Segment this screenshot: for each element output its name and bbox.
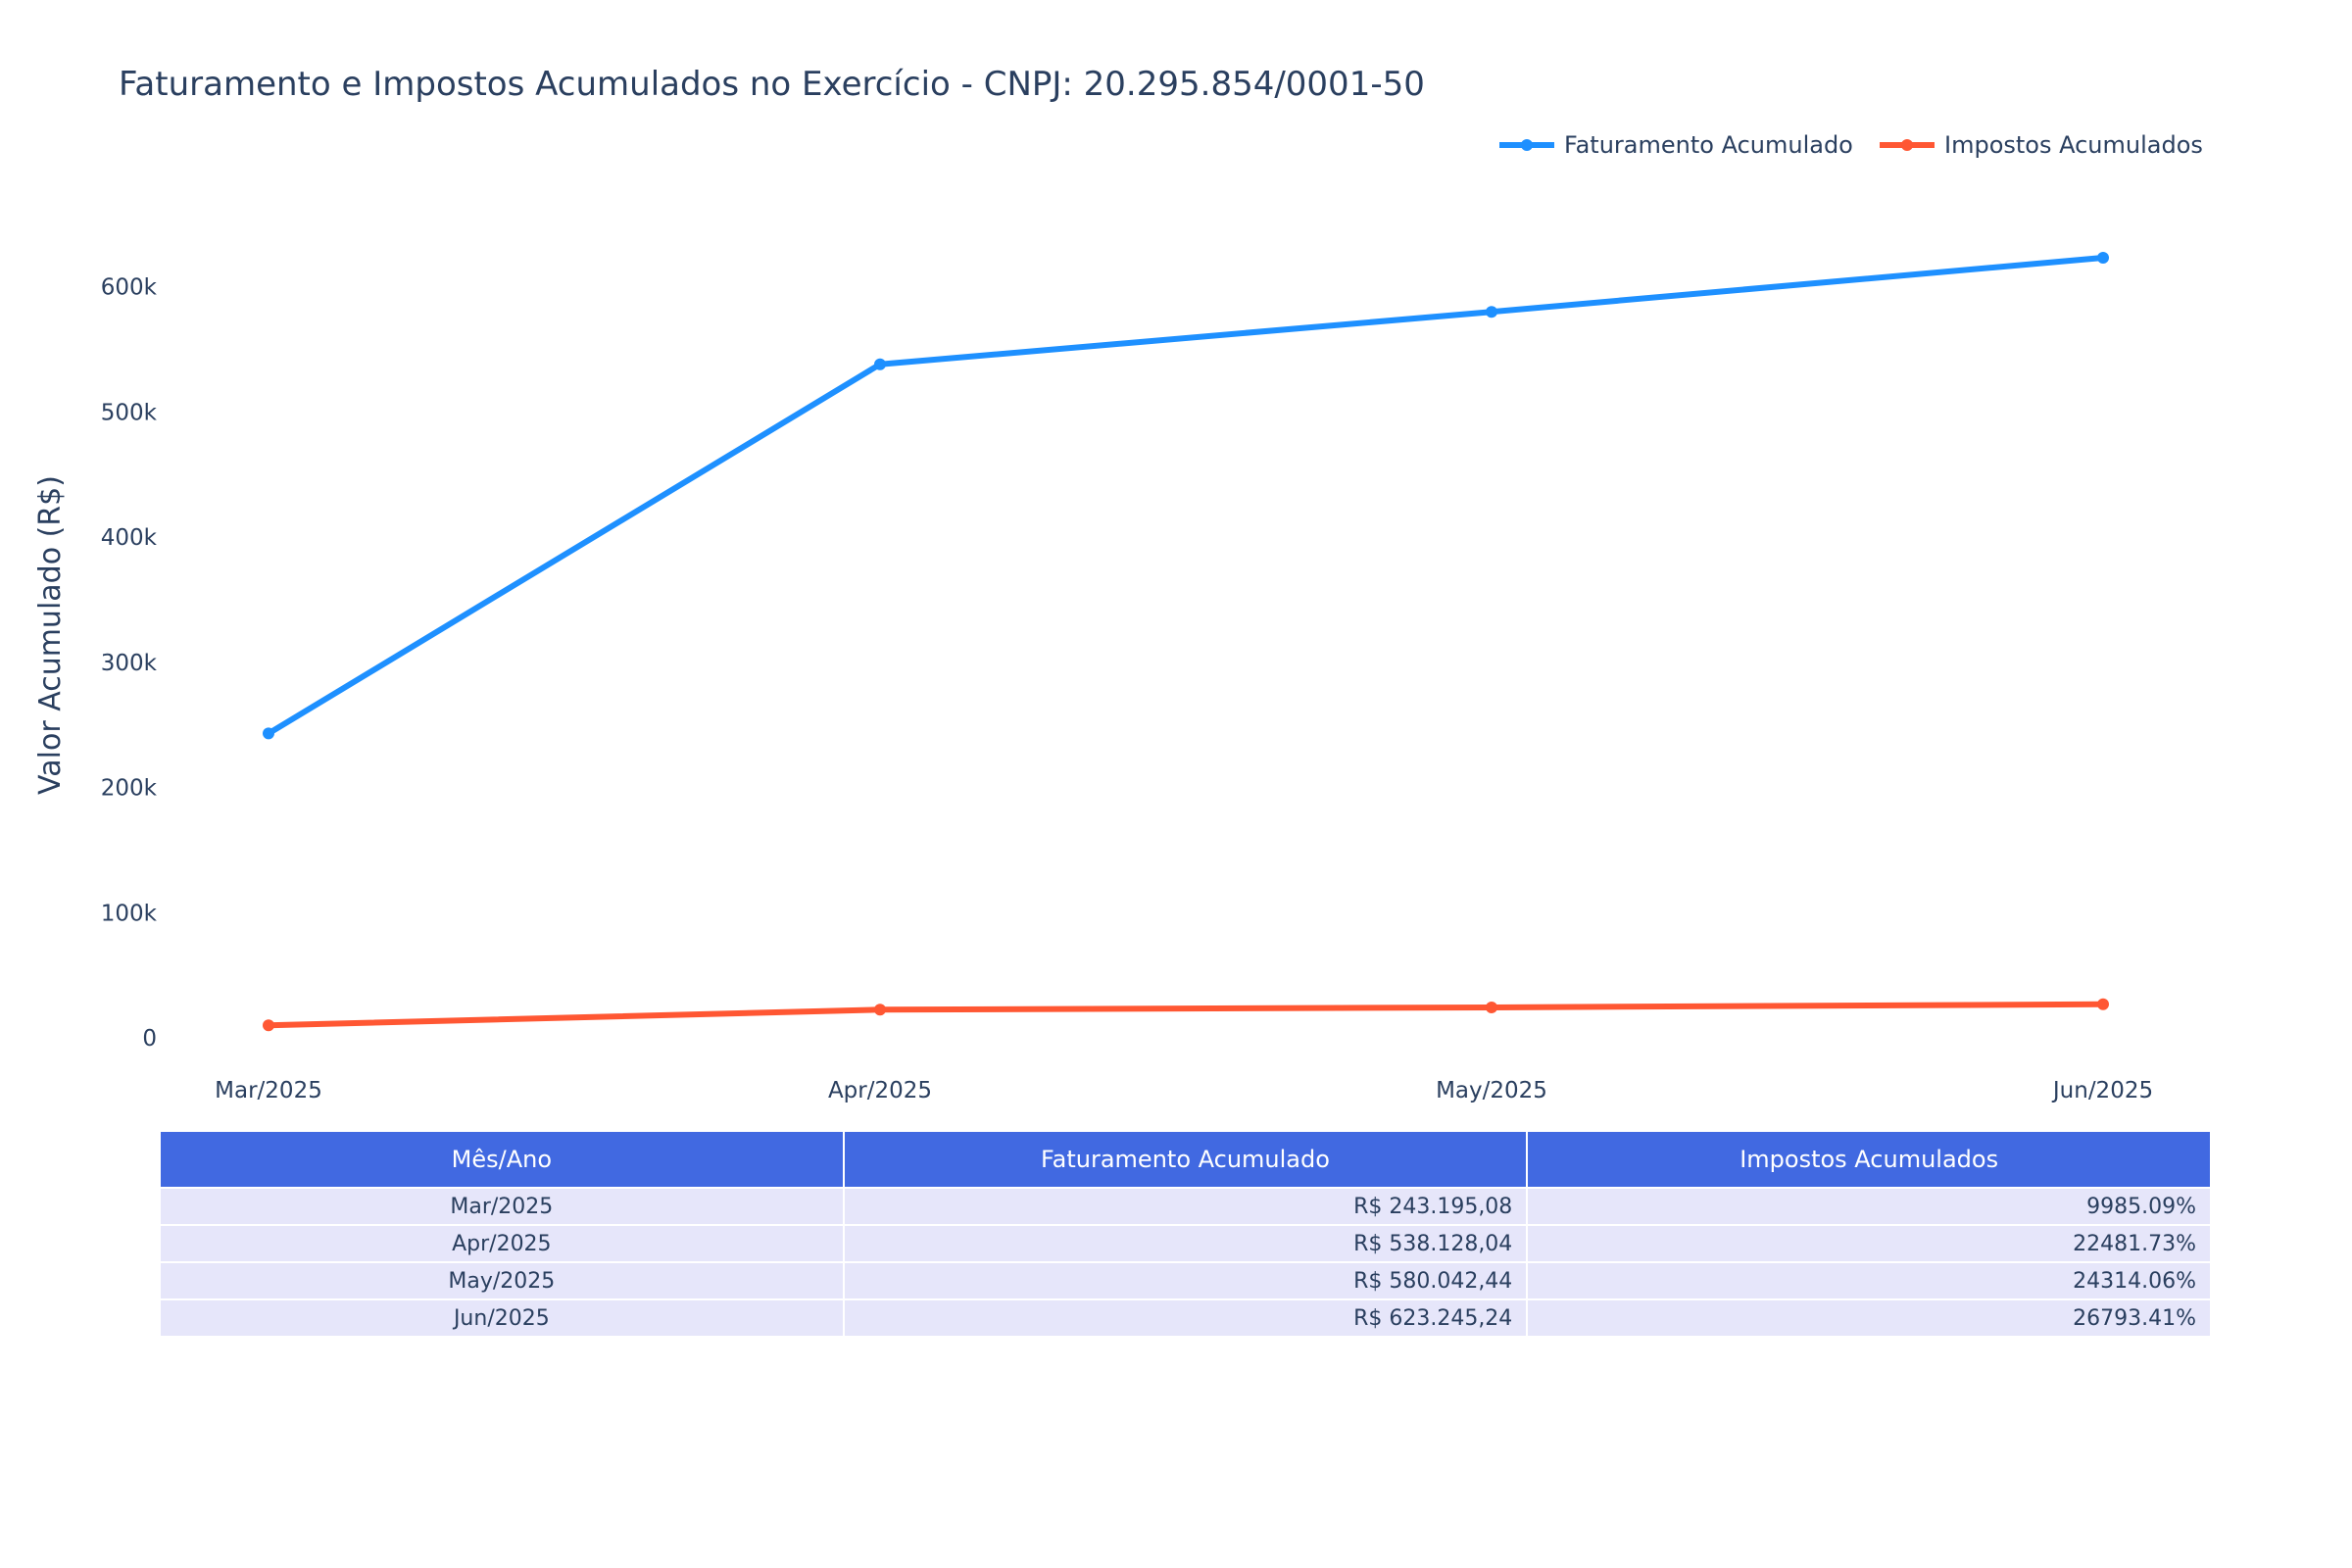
cell-revenue: R$ 580.042,44: [842, 1261, 1529, 1300]
y-tick-label: 600k: [101, 275, 158, 301]
cell-taxes: 22481.73%: [1526, 1224, 2212, 1263]
legend-swatch-marker: [1521, 139, 1533, 151]
table-row: Jun/2025 R$ 623.245,24 26793.41%: [159, 1298, 2212, 1338]
y-tick-label: 0: [142, 1026, 157, 1052]
x-axis-ticks: Mar/2025 Apr/2025 May/2025 Jun/2025: [215, 1078, 2153, 1103]
cell-revenue: R$ 538.128,04: [842, 1224, 1529, 1263]
cell-month: Apr/2025: [159, 1224, 845, 1263]
cell-revenue: R$ 623.245,24: [842, 1298, 1529, 1338]
y-tick-label: 200k: [101, 776, 158, 802]
table-row: Apr/2025 R$ 538.128,04 22481.73%: [159, 1224, 2212, 1263]
series-0: [263, 252, 2109, 740]
data-point[interactable]: [1486, 1001, 1497, 1013]
data-table: Mês/Ano Faturamento Acumulado Impostos A…: [159, 1130, 2212, 1338]
legend[interactable]: Faturamento Acumulado Impostos Acumulados: [1499, 131, 2203, 159]
cell-taxes: 9985.09%: [1526, 1187, 2212, 1226]
table-header-row: Mês/Ano Faturamento Acumulado Impostos A…: [159, 1130, 2212, 1189]
y-axis-title-group: Valor Acumulado (R$): [33, 475, 68, 795]
y-tick-label: 100k: [101, 901, 158, 926]
cell-taxes: 26793.41%: [1526, 1298, 2212, 1338]
legend-item[interactable]: Impostos Acumulados: [1880, 131, 2203, 159]
data-point[interactable]: [2097, 998, 2109, 1010]
data-point[interactable]: [263, 1019, 274, 1032]
y-axis-title: Valor Acumulado (R$): [33, 475, 68, 795]
data-point[interactable]: [1486, 306, 1497, 318]
series-line: [266, 1001, 2106, 1029]
y-tick-label: 400k: [101, 525, 158, 551]
cell-month: May/2025: [159, 1261, 845, 1300]
legend-label: Impostos Acumulados: [1944, 131, 2203, 159]
data-point[interactable]: [263, 727, 274, 740]
data-point[interactable]: [2097, 252, 2109, 265]
header-month: Mês/Ano: [159, 1130, 845, 1189]
cell-revenue: R$ 243.195,08: [842, 1187, 1529, 1226]
table-row: Mar/2025 R$ 243.195,08 9985.09%: [159, 1187, 2212, 1226]
series-line: [266, 255, 2106, 737]
y-axis-ticks: 0 100k 200k 300k 400k 500k 600k: [101, 275, 158, 1052]
series-1: [263, 998, 2109, 1032]
y-tick-label: 300k: [101, 651, 158, 676]
cell-month: Mar/2025: [159, 1187, 845, 1226]
header-revenue: Faturamento Acumulado: [842, 1130, 1529, 1189]
x-tick-label: Apr/2025: [828, 1078, 932, 1103]
header-taxes: Impostos Acumulados: [1526, 1130, 2212, 1189]
data-point[interactable]: [874, 358, 886, 370]
chart-title: Faturamento e Impostos Acumulados no Exe…: [119, 65, 1425, 104]
x-tick-label: Jun/2025: [2051, 1078, 2153, 1103]
series-layer: [263, 252, 2109, 1032]
legend-label: Faturamento Acumulado: [1564, 131, 1853, 159]
legend-swatch-marker: [1901, 139, 1913, 151]
table-row: May/2025 R$ 580.042,44 24314.06%: [159, 1261, 2212, 1300]
x-tick-label: Mar/2025: [215, 1078, 322, 1103]
line-chart: Valor Acumulado (R$) 0 100k 200k 300k 400k 50…: [33, 131, 2203, 1103]
data-point[interactable]: [874, 1004, 886, 1016]
y-tick-label: 500k: [101, 400, 158, 425]
x-tick-label: May/2025: [1436, 1078, 1547, 1103]
legend-item[interactable]: Faturamento Acumulado: [1499, 131, 1853, 159]
cell-taxes: 24314.06%: [1526, 1261, 2212, 1300]
cell-month: Jun/2025: [159, 1298, 845, 1338]
